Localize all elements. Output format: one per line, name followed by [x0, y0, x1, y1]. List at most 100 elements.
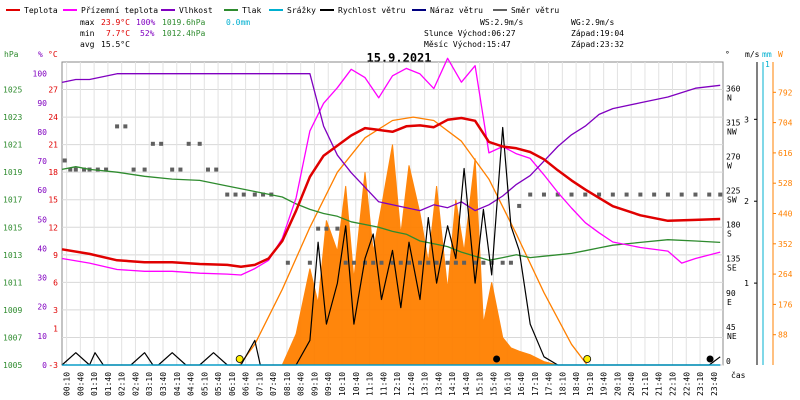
stat-min-hum: 52%	[140, 29, 155, 38]
series-1-line	[61, 57, 721, 276]
direction-label-1: NW	[727, 127, 737, 136]
humidity-tick-7: 30	[37, 274, 47, 283]
series-6-points	[62, 124, 723, 265]
wind-tick-2: 1	[744, 279, 749, 288]
time-tick-41: 20:40	[627, 372, 636, 396]
wind-direction-point-28	[324, 226, 329, 231]
wind-direction-point-7	[115, 124, 120, 129]
wind-direction-point-47	[500, 260, 505, 265]
direction-label-0: N	[727, 93, 732, 102]
wind-direction-point-32	[362, 260, 367, 265]
time-tick-44: 22:10	[669, 372, 678, 396]
time-tick-21: 10:40	[352, 372, 361, 396]
wind-direction-point-25	[285, 260, 290, 265]
time-tick-11: 05:40	[214, 372, 223, 396]
wind-direction-point-45	[481, 260, 486, 265]
wind-direction-point-46	[489, 260, 494, 265]
time-tick-45: 22:40	[682, 372, 691, 396]
wind-direction-point-63	[707, 192, 712, 197]
stat-max-label: max	[80, 18, 95, 27]
time-tick-0: 00:10	[63, 372, 72, 396]
legend: Teplota Přízemní teplota Vlhkost Tlak Srážky…	[6, 6, 559, 15]
time-tick-32: 16:10	[503, 372, 512, 396]
wind-direction-point-39	[426, 260, 431, 265]
solar-tick-5: 352	[778, 240, 793, 249]
series-8-area	[281, 144, 558, 366]
wind-direction-point-21	[241, 192, 246, 197]
temperature-tick-2: 21	[48, 141, 58, 150]
direction-tick-6: 90	[726, 289, 736, 298]
temperature-tick-10: -3	[48, 361, 58, 370]
direction-label-4: S	[727, 230, 732, 239]
wind-tick-1: 2	[744, 197, 749, 206]
time-tick-34: 17:10	[531, 372, 540, 396]
wind-direction-point-11	[150, 141, 155, 146]
wind-direction-point-12	[159, 141, 164, 146]
temperature-tick-8: 3	[53, 306, 58, 315]
legend-label-0: Teplota	[24, 6, 58, 15]
rain-tick-0: 1	[765, 60, 770, 69]
direction-tick-8: 0	[726, 357, 731, 366]
direction-tick-4: 180	[726, 221, 741, 230]
wind-direction-point-26	[307, 260, 312, 265]
wind-unit: m/s	[745, 50, 760, 59]
direction-label-3: SW	[727, 196, 737, 205]
wind-direction-point-49	[517, 203, 522, 208]
solar-tick-4: 440	[778, 210, 793, 219]
time-tick-37: 18:40	[572, 372, 581, 396]
humidity-unit: %	[38, 50, 43, 59]
solar-tick-3: 528	[778, 179, 793, 188]
time-tick-46: 23:10	[696, 372, 705, 396]
wind-direction-point-59	[652, 192, 657, 197]
time-tick-25: 12:40	[407, 372, 416, 396]
wind-direction-point-56	[610, 192, 615, 197]
time-unit: čas	[731, 370, 746, 380]
series-layer	[61, 57, 723, 366]
stat-max-hum: 100%	[136, 18, 155, 27]
stat-max-press: 1019.6hPa	[162, 18, 206, 27]
humidity-tick-2: 80	[37, 128, 47, 137]
astro-markers	[235, 355, 714, 363]
wind-direction-point-54	[583, 192, 588, 197]
axes: 1025102310211019101710151013101110091007…	[3, 50, 793, 396]
solar-unit: W	[778, 50, 783, 59]
humidity-tick-4: 60	[37, 186, 47, 195]
wind-direction-point-23	[261, 192, 266, 197]
wind-direction-point-30	[343, 260, 348, 265]
time-tick-4: 02:10	[118, 372, 127, 396]
time-tick-42: 21:10	[641, 372, 650, 396]
legend-label-5: Rychlost větru	[338, 6, 406, 15]
pressure-tick-7: 1011	[3, 278, 22, 287]
direction-label-5: SE	[727, 264, 737, 273]
wind-direction-point-62	[693, 192, 698, 197]
temperature-tick-3: 18	[48, 168, 58, 177]
direction-tick-7: 45	[726, 323, 736, 332]
wind-direction-point-57	[624, 192, 629, 197]
series-3-line	[61, 166, 721, 261]
stat-max-temp: 23.9°C	[101, 18, 130, 27]
humidity-tick-3: 70	[37, 157, 47, 166]
humidity-tick-10: 0	[42, 361, 47, 370]
wind-direction-point-53	[569, 192, 574, 197]
rain-unit: mm	[762, 50, 772, 59]
humidity-tick-6: 40	[37, 244, 47, 253]
temperature-tick-7: 6	[53, 278, 58, 287]
stat-min-press: 1012.4hPa	[162, 29, 206, 38]
wind-direction-point-1	[68, 167, 73, 172]
pressure-tick-6: 1013	[3, 251, 22, 260]
solar-tick-6: 264	[778, 270, 793, 279]
wind-direction-point-37	[407, 260, 412, 265]
time-tick-30: 15:10	[476, 372, 485, 396]
wind-direction-point-34	[379, 260, 384, 265]
legend-label-4: Srážky	[287, 6, 316, 15]
time-tick-15: 07:40	[269, 372, 278, 396]
info-sunrise: Slunce Východ:06:27	[424, 29, 516, 38]
time-tick-27: 13:40	[434, 372, 443, 396]
time-tick-1: 00:40	[76, 372, 85, 396]
wind-direction-point-33	[371, 260, 376, 265]
wind-direction-point-31	[351, 260, 356, 265]
time-tick-17: 08:40	[297, 372, 306, 396]
time-tick-20: 10:10	[338, 372, 347, 396]
stat-avg-temp: 15.5°C	[101, 40, 130, 49]
